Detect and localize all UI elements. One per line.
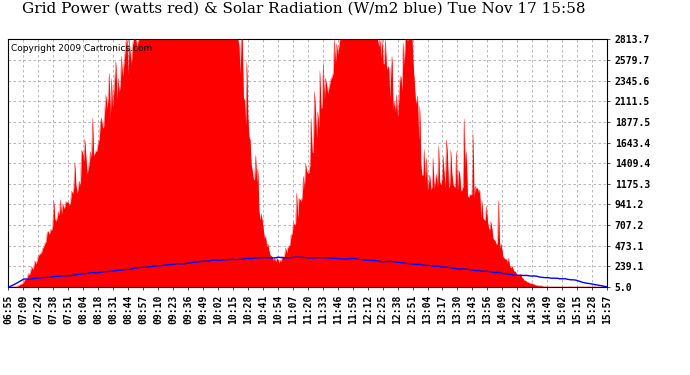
Text: Copyright 2009 Cartronics.com: Copyright 2009 Cartronics.com: [11, 44, 152, 53]
Text: Grid Power (watts red) & Solar Radiation (W/m2 blue) Tue Nov 17 15:58: Grid Power (watts red) & Solar Radiation…: [22, 2, 585, 16]
